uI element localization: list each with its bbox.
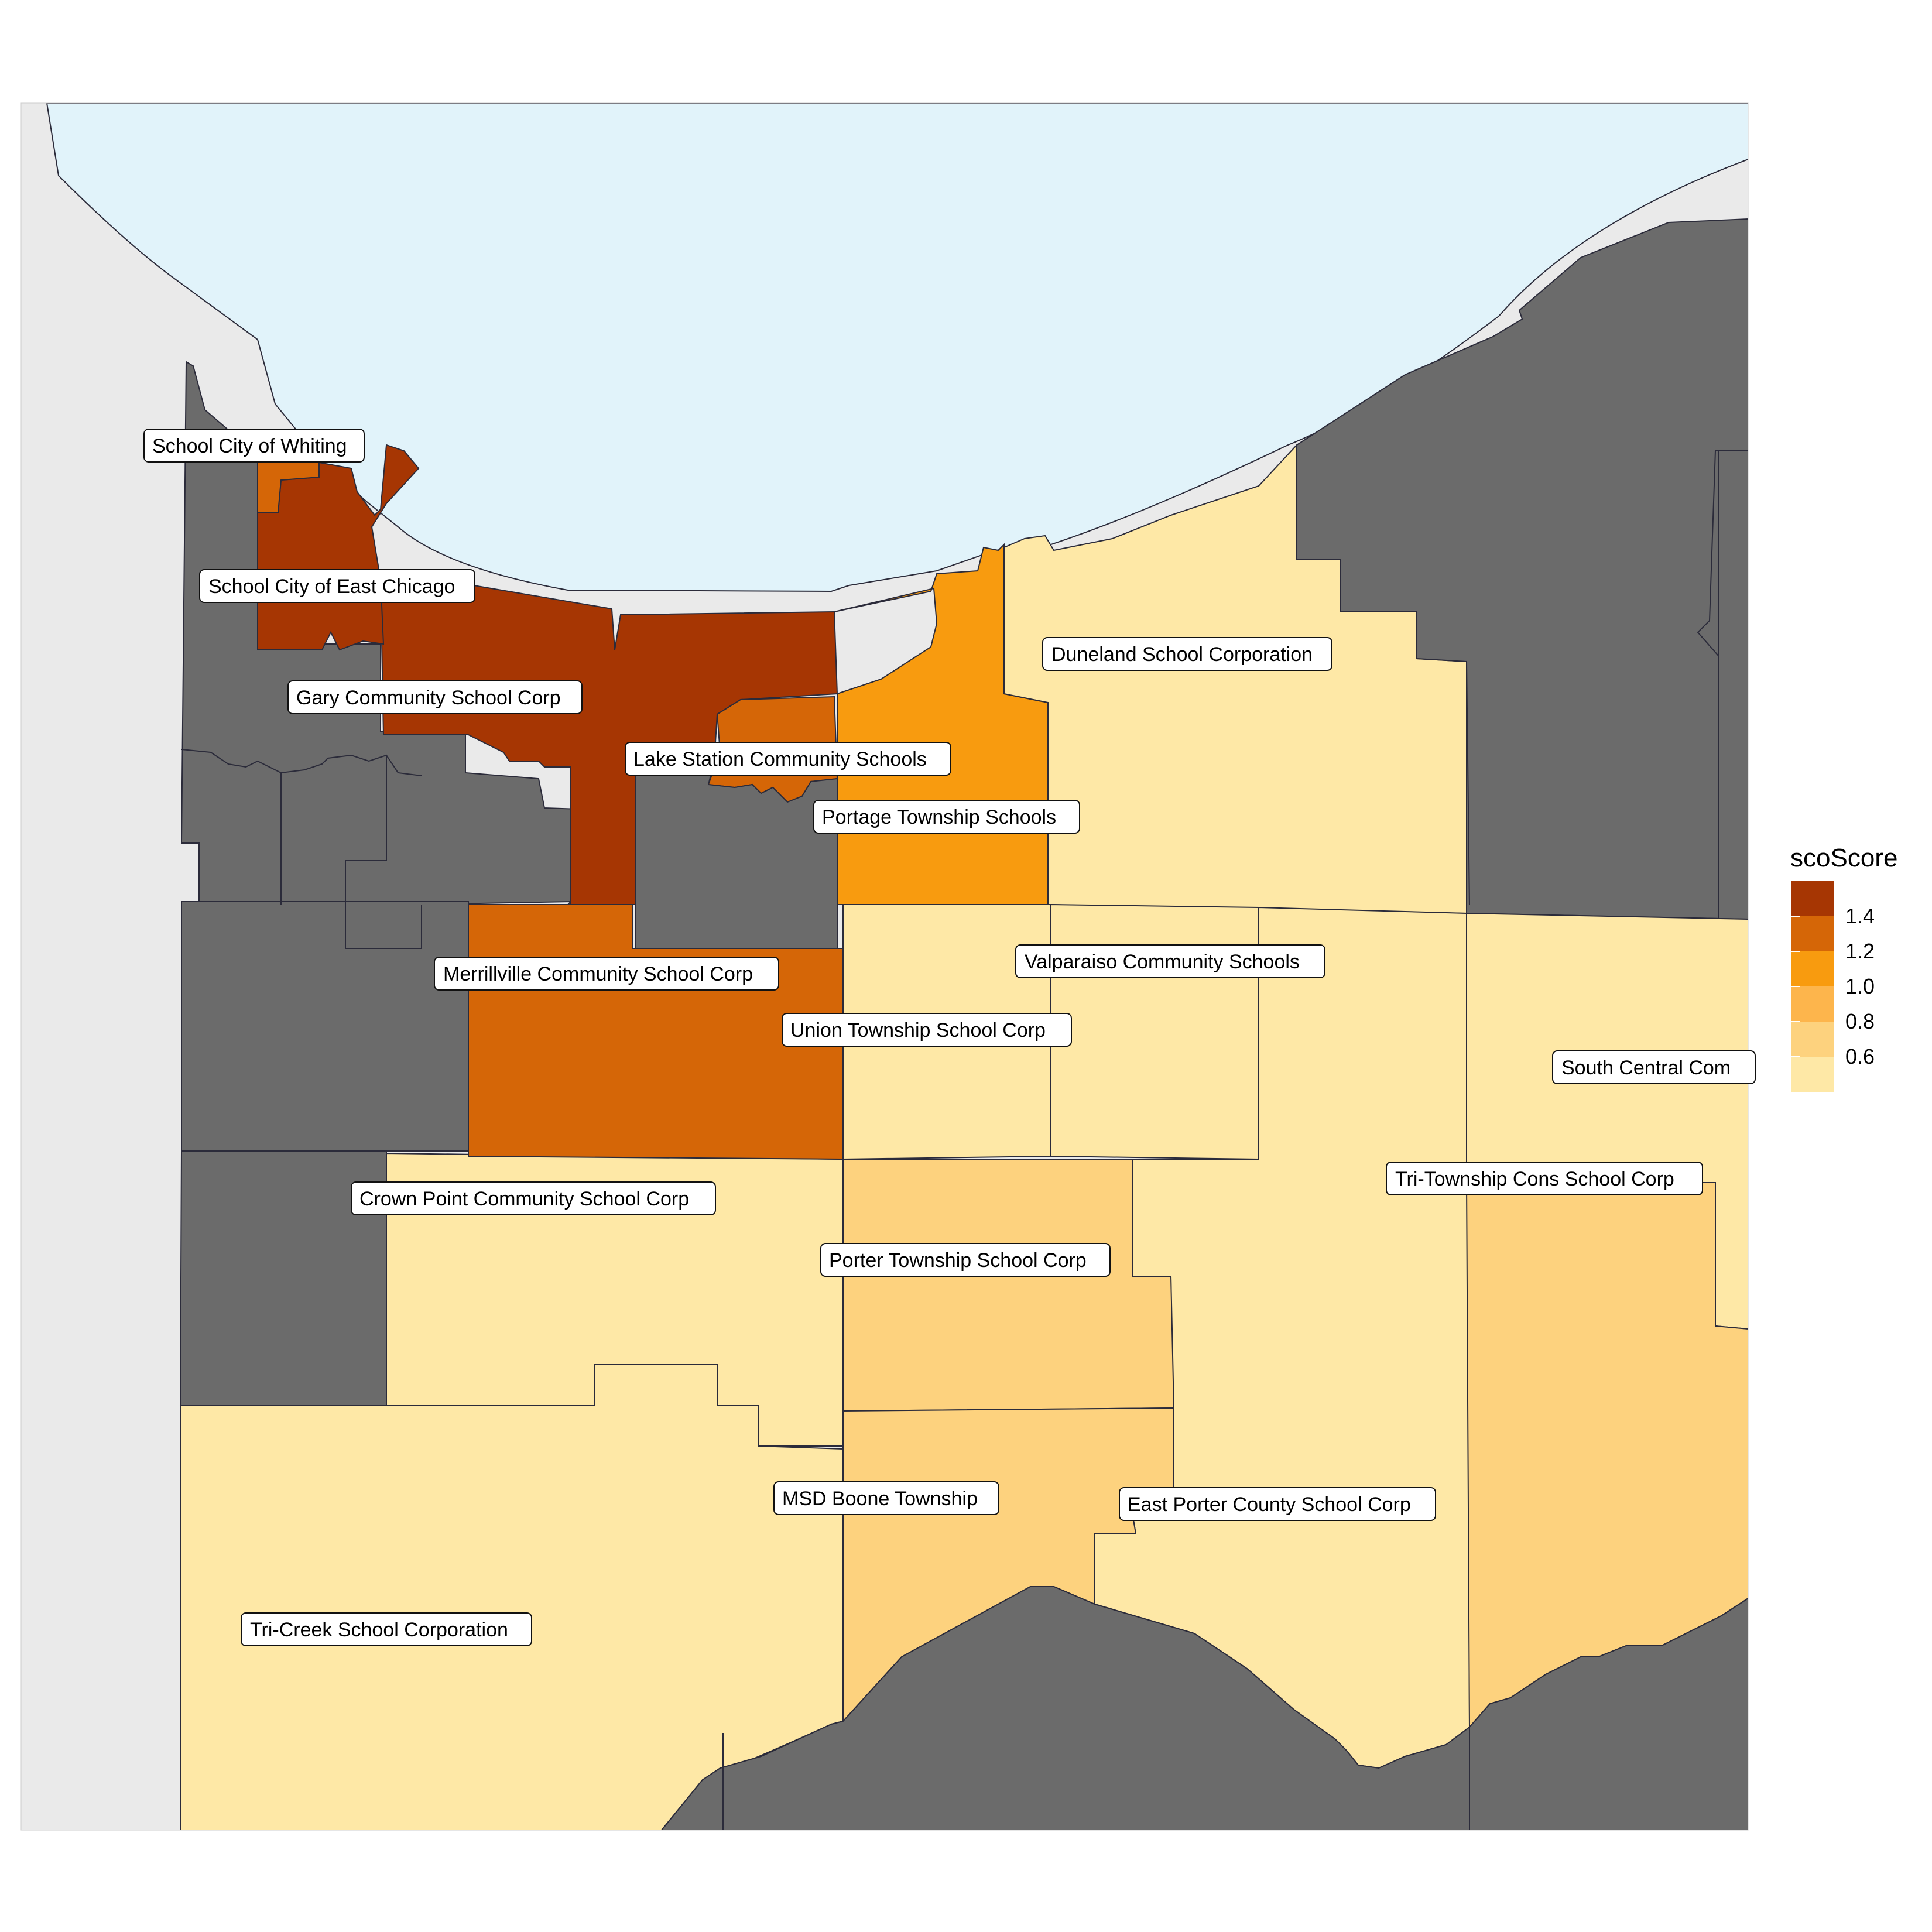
region-no-data-northeast: [1296, 218, 1748, 920]
label-east-porter-text: East Porter County School Corp: [1128, 1493, 1411, 1516]
region-no-data-southeast: [660, 1586, 1748, 1830]
label-porter-township-text: Porter Township School Corp: [829, 1249, 1087, 1272]
label-gary-text: Gary Community School Corp: [296, 687, 561, 709]
label-east-chicago-text: School City of East Chicago: [208, 576, 455, 598]
legend: scoScore 1.4 1.2 1.0 0.8 0.6: [1790, 844, 1897, 1092]
map-frame: [20, 102, 1749, 1831]
label-tri-creek: Tri-Creek School Corporation: [241, 1612, 532, 1646]
legend-tick-label: 0.6: [1845, 1044, 1875, 1068]
legend-ticks: 1.4 1.2 1.0 0.8 0.6: [1791, 904, 1875, 1068]
label-union: Union Township School Corp: [782, 1013, 1072, 1047]
label-porter-township: Porter Township School Corp: [820, 1243, 1111, 1277]
label-portage: Portage Township Schools: [813, 800, 1080, 834]
lake-michigan: [46, 103, 1748, 592]
label-msd-boone: MSD Boone Township: [773, 1481, 999, 1515]
region-porter-township: [842, 1159, 1175, 1412]
legend-swatch: [1791, 986, 1834, 1022]
label-whiting-text: School City of Whiting: [152, 435, 347, 457]
label-lake-station-text: Lake Station Community Schools: [633, 748, 927, 770]
legend-tick-label: 1.0: [1845, 974, 1875, 998]
legend-swatch: [1791, 951, 1834, 986]
boundary-lines: [181, 451, 1719, 1830]
label-east-chicago: School City of East Chicago: [199, 569, 475, 603]
label-tri-creek-text: Tri-Creek School Corporation: [250, 1619, 508, 1641]
label-tri-township: Tri-Township Cons School Corp: [1386, 1162, 1703, 1195]
legend-swatch: [1791, 1022, 1834, 1057]
legend-tick-label: 1.4: [1845, 904, 1875, 928]
region-tri-creek: [180, 1364, 844, 1830]
legend-swatch: [1791, 916, 1834, 951]
label-gary: Gary Community School Corp: [287, 680, 583, 714]
legend-title: scoScore: [1790, 844, 1897, 872]
legend-colorbar: [1791, 881, 1834, 1092]
label-tri-township-text: Tri-Township Cons School Corp: [1395, 1168, 1674, 1190]
label-east-porter: East Porter County School Corp: [1119, 1487, 1436, 1521]
label-lake-station: Lake Station Community Schools: [625, 742, 951, 776]
label-merrillville-text: Merrillville Community School Corp: [443, 963, 753, 985]
label-merrillville: Merrillville Community School Corp: [434, 957, 779, 991]
label-portage-text: Portage Township Schools: [822, 806, 1056, 828]
region-no-data-central: [635, 761, 838, 949]
label-duneland-text: Duneland School Corporation: [1051, 643, 1313, 666]
label-union-text: Union Township School Corp: [790, 1019, 1046, 1042]
label-whiting: School City of Whiting: [143, 429, 365, 463]
legend-swatch: [1791, 881, 1834, 916]
map-panel: [21, 103, 1748, 1830]
region-valparaiso: [1050, 903, 1259, 1160]
label-msd-boone-text: MSD Boone Township: [782, 1488, 978, 1510]
label-crown-point: Crown Point Community School Corp: [351, 1181, 716, 1215]
label-valparaiso: Valparaiso Community Schools: [1015, 944, 1325, 978]
label-duneland: Duneland School Corporation: [1042, 637, 1332, 671]
label-south-central: South Central Com: [1552, 1050, 1756, 1084]
label-south-central-text: South Central Com: [1561, 1057, 1731, 1079]
label-crown-point-text: Crown Point Community School Corp: [359, 1188, 689, 1210]
region-no-data-southwest-1: [181, 901, 469, 1152]
legend-tick-label: 0.8: [1845, 1009, 1875, 1033]
legend-tick-label: 1.2: [1845, 939, 1875, 963]
label-valparaiso-text: Valparaiso Community Schools: [1025, 951, 1300, 973]
legend-swatch: [1791, 1057, 1834, 1092]
